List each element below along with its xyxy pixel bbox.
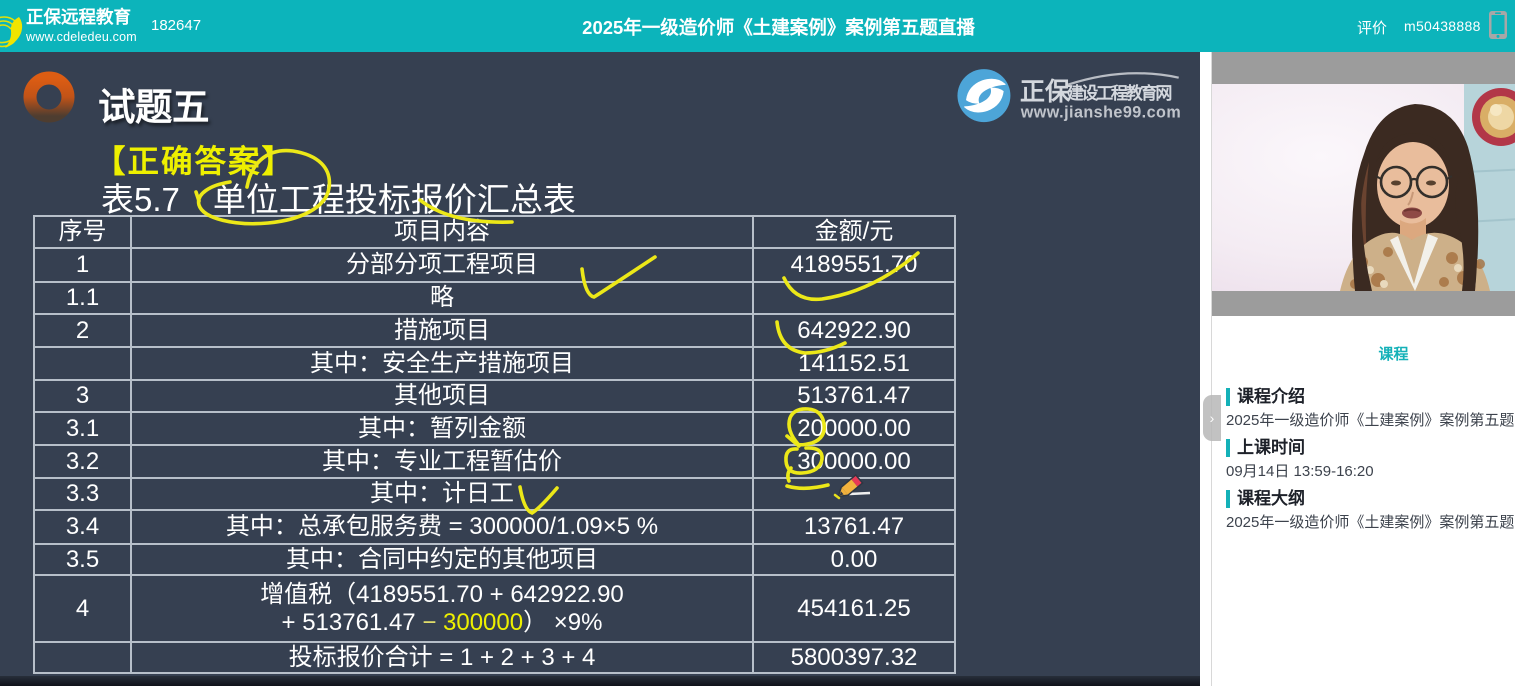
- svg-text:建设工程教育网: 建设工程教育网: [1067, 83, 1172, 103]
- svg-text:正保: 正保: [1020, 78, 1071, 106]
- svg-text:www.jianshe99.com: www.jianshe99.com: [1020, 104, 1181, 122]
